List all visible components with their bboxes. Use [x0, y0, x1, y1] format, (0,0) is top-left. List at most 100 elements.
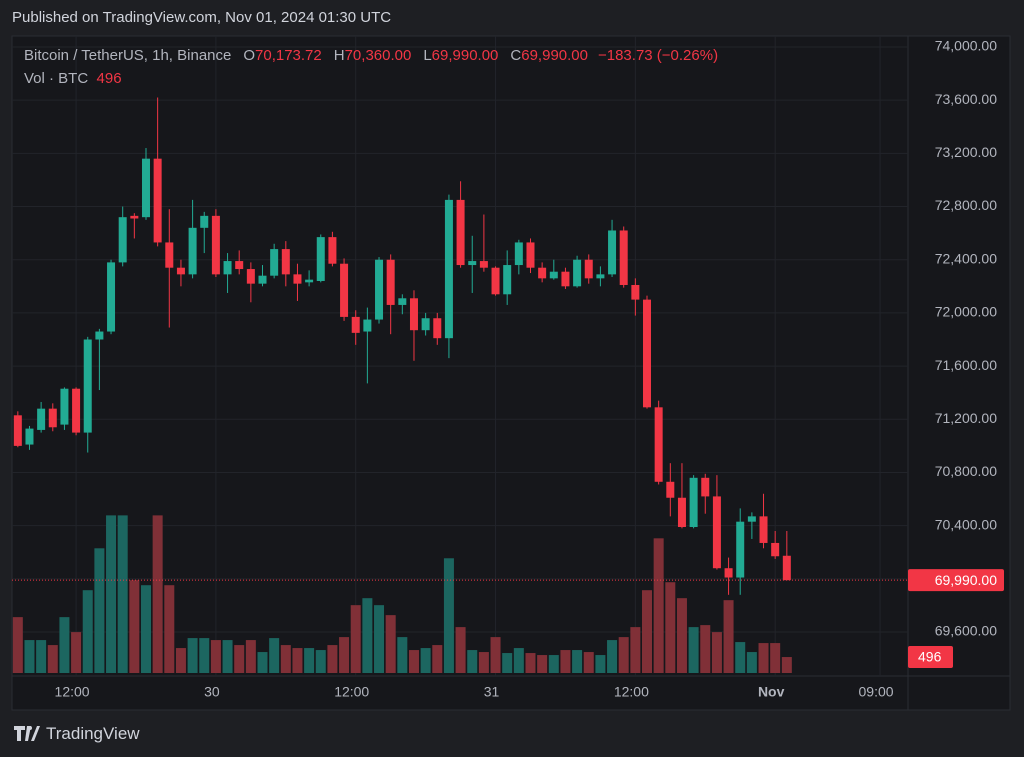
volume-bar	[432, 645, 443, 673]
legend-value: 70,360.00	[344, 47, 412, 64]
candle-body	[25, 428, 34, 445]
candle-body	[72, 388, 81, 433]
volume-bar	[560, 650, 571, 673]
legend-key: C	[510, 47, 522, 64]
candle-body	[747, 516, 756, 522]
candle-body	[526, 242, 535, 268]
chart-frame	[11, 35, 1011, 711]
candle-body	[444, 199, 453, 339]
publish-title: Published on TradingView.com, Nov 01, 20…	[12, 9, 392, 26]
candle-body	[643, 299, 652, 408]
x-tick-label: 12:00	[334, 684, 369, 700]
candle-body	[584, 259, 593, 279]
volume-bar	[12, 617, 23, 673]
volume-bar	[490, 637, 501, 673]
volume-bar	[642, 590, 653, 673]
x-tick-label: 31	[484, 684, 500, 700]
volume-bar	[175, 648, 186, 673]
candle-body	[165, 242, 174, 268]
y-tick-label: 70,400.00	[935, 516, 997, 532]
volume-bar	[455, 627, 466, 673]
volume-bar	[548, 655, 559, 673]
volume-bar	[315, 650, 326, 673]
candle-body	[491, 267, 500, 295]
candle-body	[549, 271, 558, 279]
legend-value: 69,990.00	[521, 47, 588, 64]
y-tick-label: 72,800.00	[935, 197, 997, 213]
volume-legend: Vol · BTC 496	[24, 70, 122, 87]
volume-bar	[82, 590, 93, 673]
volume-bar	[618, 637, 629, 673]
candle-body	[293, 274, 302, 284]
candle-body	[281, 249, 290, 275]
y-tick-label: 70,800.00	[935, 463, 997, 479]
candle-body	[666, 481, 675, 498]
brand: TradingView	[46, 724, 140, 743]
volume-bar	[385, 615, 396, 673]
volume-bar	[781, 657, 792, 673]
volume-bar	[502, 653, 513, 673]
y-tick-label: 73,600.00	[935, 91, 997, 107]
volume-bar	[245, 640, 256, 673]
volume-label: Vol · BTC	[24, 70, 89, 87]
volume-bar	[711, 632, 722, 673]
last-price-badge	[908, 569, 1004, 592]
volume-bar	[525, 653, 536, 673]
candle-body	[246, 269, 255, 284]
candle-body	[468, 261, 477, 266]
candle-body	[514, 242, 523, 266]
candle-body	[573, 259, 582, 287]
volume-bar	[583, 652, 594, 673]
volume-bar	[327, 645, 338, 673]
volume-bar	[199, 638, 210, 673]
candle-body	[188, 227, 197, 275]
volume-bar	[222, 640, 233, 673]
candle-body	[375, 259, 384, 320]
volume-bar	[723, 600, 734, 673]
volume-value: 496	[96, 70, 122, 87]
volume-bar	[117, 515, 128, 673]
candle-body	[130, 215, 139, 219]
volume-bar	[397, 637, 408, 673]
candle-body	[409, 298, 418, 331]
y-tick-label: 71,200.00	[935, 410, 997, 426]
candle-body	[83, 339, 92, 433]
candle-body	[60, 388, 69, 425]
volume-bar	[152, 515, 163, 673]
legend-key: O	[243, 47, 256, 64]
volume-bar	[572, 650, 583, 673]
volume-bar	[36, 640, 47, 673]
volume-bar	[269, 638, 280, 673]
volume-bar	[59, 617, 70, 673]
volume-bar	[106, 515, 117, 673]
x-tick-label: 12:00	[55, 684, 90, 700]
candle-body	[351, 316, 360, 333]
volume-bar	[140, 585, 151, 673]
volume-bar	[187, 638, 198, 673]
last-price-label: 69,990.00	[935, 572, 997, 588]
candle-body	[223, 261, 232, 275]
candle-body	[724, 568, 733, 578]
x-tick-label: 09:00	[859, 684, 894, 700]
candle-body	[48, 408, 57, 428]
candle-body	[689, 477, 698, 527]
volume-bar	[478, 652, 489, 673]
candle-body	[37, 408, 46, 430]
candle-body	[479, 261, 488, 268]
candle-body	[433, 318, 442, 339]
candle-body	[141, 158, 150, 218]
volume-bar	[339, 637, 350, 673]
volume-bar	[700, 625, 711, 673]
volume-bar	[676, 598, 687, 673]
plot	[12, 97, 908, 673]
candle-body	[631, 284, 640, 300]
volume-bar	[94, 548, 105, 673]
volume-bar	[47, 645, 58, 673]
legend-value: 69,990.00	[431, 47, 499, 64]
axes: 69,600.0070,000.0070,400.0070,800.0071,2…	[55, 38, 1004, 700]
volume-bar	[537, 655, 548, 673]
legend-change: −183.73 (−0.26%)	[597, 47, 719, 64]
volume-bar	[71, 632, 82, 673]
